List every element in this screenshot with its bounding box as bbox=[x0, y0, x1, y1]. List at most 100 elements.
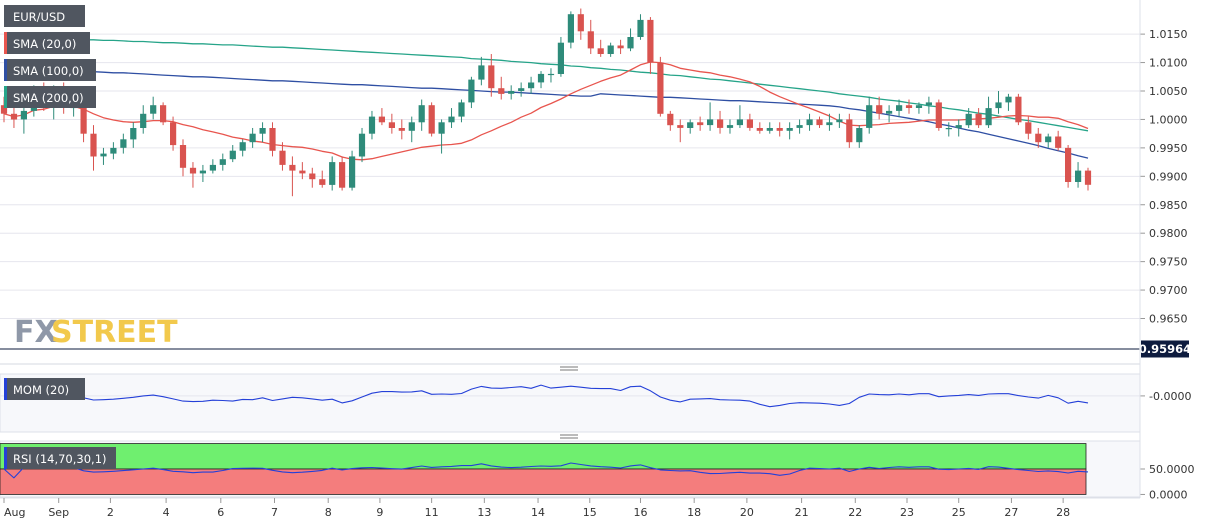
candle-body bbox=[776, 128, 783, 131]
candle-body bbox=[726, 125, 734, 128]
candle bbox=[995, 91, 1002, 114]
candle bbox=[935, 99, 942, 131]
candle-body bbox=[647, 19, 654, 63]
candle-body bbox=[965, 113, 972, 126]
candle-body bbox=[587, 31, 594, 49]
time-tick-label: 16 bbox=[633, 506, 647, 519]
candle bbox=[438, 119, 445, 154]
price-tick-label: 1.0150 bbox=[1149, 28, 1188, 41]
candle bbox=[468, 76, 475, 109]
candle-body bbox=[1005, 96, 1012, 103]
candle-body bbox=[358, 133, 366, 157]
price-axis: 1.0150 1.0100 1.0050 1.0000 0.9950 0.9900 0.98… bbox=[1140, 28, 1188, 326]
candle bbox=[667, 110, 674, 131]
time-tick-label: 28 bbox=[1056, 506, 1070, 519]
legend-mom[interactable]: MOM (20) bbox=[4, 378, 85, 400]
candle bbox=[488, 54, 495, 97]
current-price-label: 0.95964 bbox=[1139, 342, 1191, 356]
price-pane[interactable]: FX STREET 1.0150 1.0100 1.0050 1.0000 0.9950… bbox=[0, 5, 1191, 358]
candle-body bbox=[518, 88, 525, 91]
candle-body bbox=[299, 170, 306, 174]
candle bbox=[478, 56, 485, 86]
candle bbox=[836, 113, 843, 128]
candle bbox=[746, 113, 753, 131]
time-tick-label: 2 bbox=[107, 506, 114, 519]
candle-body bbox=[0, 105, 8, 114]
candle-body bbox=[667, 113, 674, 126]
legend-sma20[interactable]: SMA (20,0) bbox=[4, 32, 90, 54]
candle-body bbox=[1065, 147, 1072, 182]
candle-body bbox=[945, 128, 952, 130]
rsi-pane[interactable]: 50.0000 0.0000 RSI (14,70,30,1) bbox=[0, 440, 1195, 501]
candle bbox=[627, 28, 634, 52]
candlesticks bbox=[0, 8, 1092, 197]
candle bbox=[279, 142, 286, 171]
candle bbox=[965, 108, 972, 128]
pane-resize-handle-2[interactable] bbox=[560, 434, 578, 439]
candle bbox=[150, 96, 157, 120]
legend-rsi[interactable]: RSI (14,70,30,1) bbox=[4, 447, 116, 469]
mom-series bbox=[3, 384, 1089, 408]
candle bbox=[388, 113, 395, 134]
candle bbox=[985, 96, 992, 128]
candle bbox=[866, 96, 873, 134]
candle-body bbox=[736, 119, 743, 126]
candle-body bbox=[110, 147, 117, 154]
candle-body bbox=[388, 122, 395, 128]
candle bbox=[796, 119, 803, 134]
candle-body bbox=[368, 116, 376, 134]
price-tick-label: 0.9700 bbox=[1149, 284, 1188, 297]
rsi-tick-label: 0.0000 bbox=[1149, 488, 1188, 501]
candle-body bbox=[189, 167, 197, 174]
candle bbox=[498, 76, 505, 100]
rsi-line bbox=[3, 462, 1089, 479]
candle bbox=[368, 110, 376, 140]
candle bbox=[896, 99, 903, 117]
candle bbox=[349, 150, 356, 191]
candle bbox=[587, 19, 594, 55]
candle-body bbox=[130, 128, 137, 140]
mom-tick-label: -0.0000 bbox=[1149, 390, 1191, 403]
legend-sma100-label: SMA (100,0) bbox=[13, 64, 84, 78]
candle bbox=[826, 113, 833, 131]
candle-body bbox=[756, 128, 763, 131]
candle bbox=[786, 122, 793, 140]
legend-symbol[interactable]: EUR/USD bbox=[4, 5, 85, 27]
candle bbox=[975, 108, 982, 128]
candle bbox=[577, 8, 584, 40]
candle-body bbox=[309, 173, 316, 180]
candle-body bbox=[786, 128, 793, 131]
legend-sma100[interactable]: SMA (100,0) bbox=[4, 59, 96, 81]
time-tick-label: 20 bbox=[740, 506, 754, 519]
pane-resize-handle-1[interactable] bbox=[0, 363, 1140, 371]
candle-body bbox=[677, 125, 684, 128]
candle-body bbox=[100, 153, 107, 157]
candle-body bbox=[160, 105, 167, 123]
price-tick-label: 1.0000 bbox=[1149, 113, 1188, 126]
candle-body bbox=[329, 162, 336, 185]
candle bbox=[299, 162, 306, 180]
price-tick-label: 0.9800 bbox=[1149, 227, 1188, 240]
candle bbox=[120, 133, 127, 154]
candle bbox=[547, 68, 555, 83]
time-tick-label: 11 bbox=[425, 506, 439, 519]
candle-body bbox=[1045, 136, 1052, 143]
candle-body bbox=[408, 122, 415, 131]
time-tick-label: 25 bbox=[952, 506, 966, 519]
time-tick-label: Sep bbox=[48, 506, 69, 519]
candle bbox=[886, 105, 893, 123]
candle-body bbox=[657, 62, 664, 114]
momentum-pane[interactable]: -0.0000 MOM (20) bbox=[0, 373, 1191, 433]
sma-lines bbox=[3, 36, 1089, 161]
time-tick-label: 4 bbox=[163, 506, 170, 519]
candle-body bbox=[528, 82, 535, 89]
legend-mom-label: MOM (20) bbox=[13, 383, 69, 397]
candle bbox=[856, 125, 863, 148]
legend-sma200[interactable]: SMA (200,0) bbox=[4, 86, 96, 108]
time-tick-label: 22 bbox=[848, 506, 862, 519]
candle bbox=[428, 102, 435, 137]
candle bbox=[955, 119, 962, 137]
time-tick-label: 8 bbox=[325, 506, 332, 519]
fxstreet-watermark: FX STREET bbox=[14, 315, 178, 350]
